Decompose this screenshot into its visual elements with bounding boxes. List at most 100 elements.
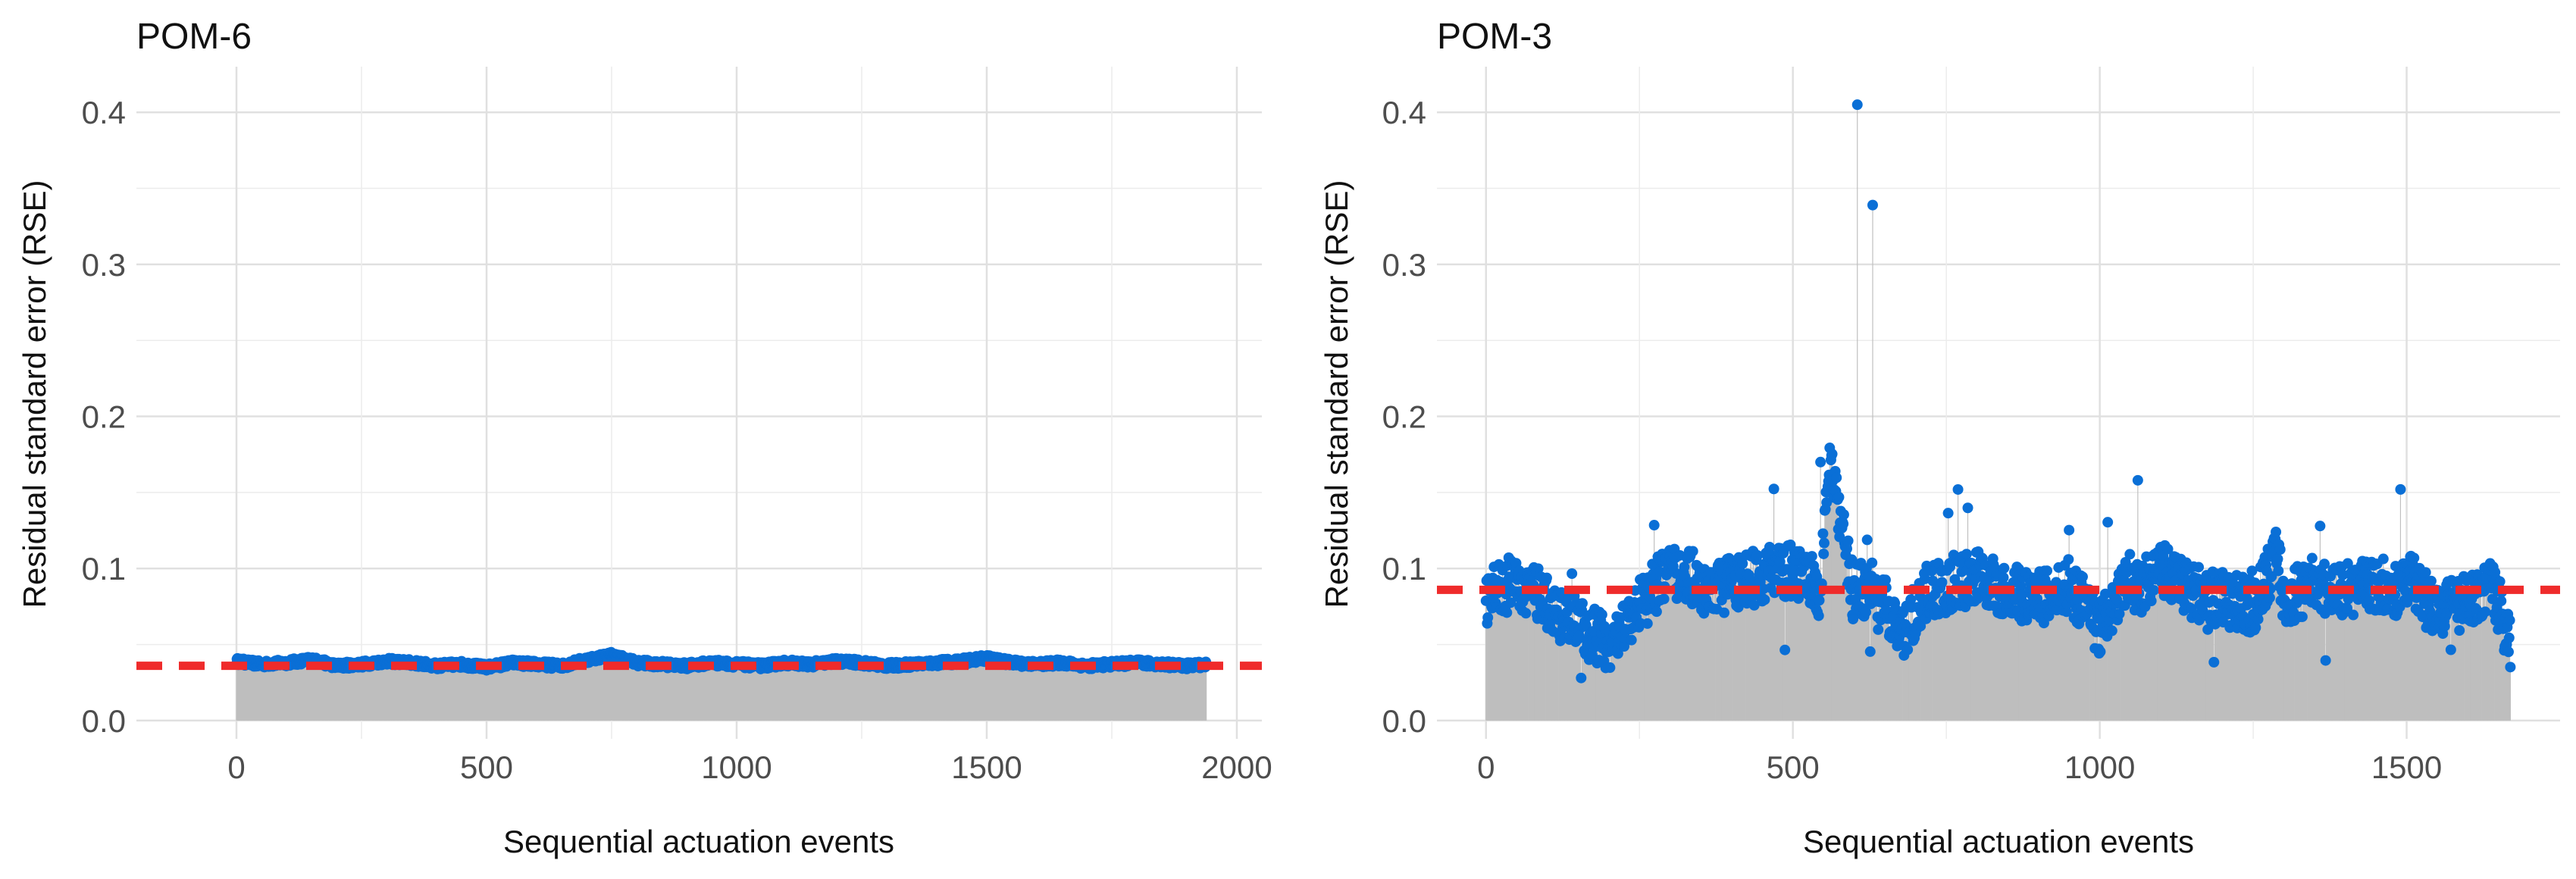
pom6-drop-line (326, 661, 327, 721)
pom6-drop-line (459, 667, 460, 721)
pom6-drop-line (962, 660, 964, 721)
pom6-drop-line (1048, 665, 1050, 721)
pom6-drop-line (1038, 665, 1040, 721)
pom6-drop-line (451, 662, 452, 721)
pom6-drop-line (673, 663, 675, 721)
pom6-drop-line (1085, 666, 1087, 721)
pom6-drop-line (1036, 662, 1038, 721)
pom6-drop-line (768, 662, 770, 721)
pom6-drop-line (1018, 663, 1019, 721)
pom6-drop-line (449, 664, 451, 721)
pom6-drop-line (669, 666, 671, 721)
pom6-drop-line (1023, 662, 1025, 721)
pom6-y-tick-label: 0.0 (82, 703, 126, 739)
pom6-drop-line (1013, 664, 1015, 721)
pom6-drop-line (560, 668, 562, 721)
pom6-drop-line (818, 662, 820, 721)
pom6-drop-line (565, 667, 567, 721)
pom6-drop-line (817, 662, 818, 721)
pom6-drop-line (972, 662, 974, 721)
pom6-drop-line (414, 664, 415, 721)
pom6-drop-line (875, 664, 877, 721)
pom6-drop-line (515, 665, 517, 721)
pom6-drop-line (976, 659, 978, 721)
pom6-drop-line (1047, 660, 1049, 721)
pom6-drop-line (1073, 665, 1075, 721)
pom6-drop-line (825, 662, 827, 721)
pom6-drop-line (514, 665, 515, 721)
pom6-drop-line (587, 662, 589, 721)
pom6-drop-line (1170, 666, 1172, 721)
pom6-drop-line (928, 665, 929, 721)
pom6-drop-line (609, 653, 610, 721)
pom6-drop-line (1001, 662, 1003, 721)
pom6-drop-line (1088, 665, 1090, 721)
pom6-drop-line (623, 661, 624, 721)
pom6-drop-line (722, 662, 724, 721)
pom6-drop-line (412, 662, 413, 721)
pom6-drop-line (443, 665, 445, 721)
pom6-drop-line (1112, 662, 1113, 721)
pom6-drop-line (889, 668, 890, 721)
pom6-drop-line (1043, 667, 1044, 721)
pom6-drop-line (435, 667, 437, 721)
pom6-drop-line (728, 666, 730, 721)
pom6-drop-line (1026, 665, 1028, 721)
pom6-drop-line (800, 664, 801, 721)
pom6-drop-line (1093, 665, 1094, 721)
pom6-drop-line (766, 668, 768, 721)
pom6-drop-line (472, 666, 474, 721)
pom6-drop-line (723, 665, 725, 721)
pom6-drop-line (1082, 665, 1084, 721)
pom6-drop-line (305, 658, 306, 721)
pom6-drop-line (837, 662, 838, 721)
pom6-panel: POM-6 0.00.10.20.30.4 0 500 1000 1500 2000 S… (17, 17, 1272, 859)
pom6-drop-line (579, 658, 581, 721)
pom6-drop-line (586, 659, 587, 721)
pom6-drop-line (821, 662, 822, 721)
pom6-drop-line (1162, 662, 1163, 721)
pom6-drop-line (860, 665, 862, 721)
pom6-drop-line (320, 660, 321, 721)
pom6-drop-line (624, 659, 626, 721)
pom6-drop-line (700, 664, 702, 721)
pom6-drop-line (813, 663, 815, 721)
pom6-drop-line (823, 663, 825, 721)
pom6-drop-line (280, 664, 281, 721)
pom6-drop-line (380, 662, 381, 721)
pom6-drop-line (684, 667, 685, 721)
pom6-drop-line (319, 663, 321, 721)
pom6-drop-line (449, 662, 450, 721)
pom6-drop-line (313, 661, 315, 721)
pom6-drop-line (891, 663, 893, 721)
pom6-drop-line (707, 665, 709, 721)
pom6-drop-line (697, 666, 699, 721)
pom6-drop-line (850, 661, 852, 721)
pom6-drop-line (289, 661, 290, 721)
pom6-drop-line (1141, 662, 1143, 721)
pom6-drop-line (566, 668, 568, 721)
pom6-drop-line (246, 664, 248, 721)
pom6-drop-line (299, 662, 300, 721)
pom6-drop-line (714, 662, 715, 721)
pom6-drop-line (762, 662, 764, 721)
pom6-drop-line (372, 661, 374, 721)
pom6-drop-line (1068, 665, 1069, 721)
pom6-drop-line (411, 665, 412, 721)
pom6-drop-line (978, 659, 979, 721)
pom6-y-axis-label: Residual standard error (RSE) (17, 180, 52, 608)
pom6-drop-line (1146, 662, 1147, 721)
pom6-drop-line (527, 666, 529, 721)
pom6-drop-line (913, 665, 915, 721)
pom6-drop-line (318, 662, 319, 721)
pom6-drop-line (582, 660, 584, 721)
pom6-drop-line (916, 666, 918, 721)
pom6-drop-line (815, 662, 816, 721)
pom6-drop-line (506, 663, 508, 721)
pom6-drop-line (434, 662, 436, 721)
pom6-drop-line (399, 660, 401, 721)
pom6-drop-line (884, 668, 885, 721)
pom6-drop-line (764, 668, 765, 721)
pom6-drop-line (926, 661, 928, 721)
pom6-drop-line (399, 665, 400, 721)
